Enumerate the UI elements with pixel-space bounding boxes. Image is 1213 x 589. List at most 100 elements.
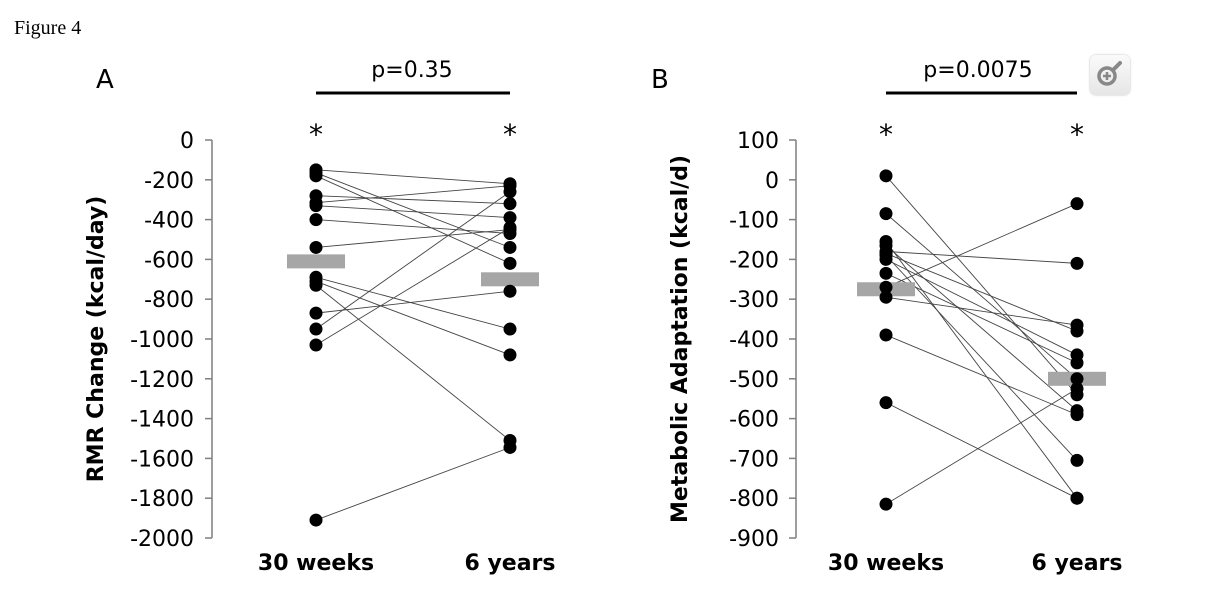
panel-a-pair-line <box>315 229 511 248</box>
panel-b-point-30-weeks <box>879 290 893 304</box>
panel-b-point-30-weeks <box>879 328 893 342</box>
panel-a-point-6-years <box>503 221 517 235</box>
panel-a-letter: A <box>96 65 114 95</box>
zoom-in-button[interactable] <box>1090 55 1130 95</box>
panel-b-pair-line <box>885 175 1078 396</box>
panel-a-p-value: p=0.35 <box>371 58 452 83</box>
panel-b-pair-line <box>885 255 1078 461</box>
panel-a-x-category-label: 6 years <box>464 551 555 576</box>
panel-a-point-6-years <box>503 348 517 362</box>
panel-a-y-tick-label: 0 <box>180 129 194 154</box>
panel-a-pair-line <box>315 219 511 234</box>
panel-b-pair-line <box>885 388 1078 505</box>
panel-a-point-6-years <box>503 256 517 270</box>
panel-a-y-tick-label: -1800 <box>130 487 194 512</box>
panel-b-y-tick-label: -900 <box>729 527 779 552</box>
panel-a-y-tick-label: -600 <box>144 248 194 273</box>
panel-a-point-6-years <box>503 211 517 225</box>
panel-b-y-tick-label: 100 <box>737 129 779 154</box>
panel-b-pair-line <box>885 203 1078 288</box>
panel-a-significance-star: * <box>503 118 517 151</box>
panel-a-pair-line <box>315 280 511 356</box>
panel-a-y-tick-label: -1600 <box>130 447 194 472</box>
panel-b-point-6-years <box>1070 453 1084 467</box>
panel-b-pair-line <box>885 272 1078 364</box>
panel-b-point-6-years <box>1070 372 1084 386</box>
panel-b-point-30-weeks <box>879 252 893 266</box>
panel-b-pair-line <box>885 258 1078 356</box>
panel-b-point-6-years <box>1070 408 1084 422</box>
figure-label: Figure 4 <box>14 17 82 39</box>
panel-b-point-6-years <box>1070 356 1084 370</box>
panel-a-point-30-weeks <box>309 278 323 292</box>
panel-b-pair-line <box>885 296 1078 326</box>
panel-a-point-6-years <box>503 185 517 199</box>
panel-b-x-category-label: 30 weeks <box>828 551 944 576</box>
panel-a-y-axis-label: RMR Change (kcal/day) <box>84 196 109 483</box>
panel-a-point-30-weeks <box>309 338 323 352</box>
zoom-in-icon <box>1097 61 1122 86</box>
panel-b-point-30-weeks <box>879 396 893 410</box>
panel-b-point-6-years <box>1070 197 1084 211</box>
panel-a-point-6-years <box>503 284 517 298</box>
panel-a-y-tick-label: -400 <box>144 209 194 234</box>
panel-a-y-tick-label: -800 <box>144 288 194 313</box>
panel-a-point-30-weeks <box>309 322 323 336</box>
panel-b-pair-line <box>885 250 1078 264</box>
panel-b-significance-star: * <box>1070 118 1084 151</box>
panel-b-x-category-label: 6 years <box>1031 551 1122 576</box>
panel-a-pair-line <box>315 227 511 346</box>
panel-a-point-30-weeks <box>309 213 323 227</box>
panel-b-pair-line <box>885 245 1078 411</box>
panel-b-point-30-weeks <box>879 169 893 183</box>
panel-b-significance-star: * <box>879 118 893 151</box>
panel-b-point-30-weeks <box>879 266 893 280</box>
panel-b-y-tick-label: -500 <box>729 368 779 393</box>
panel-a-y-tick-label: -1400 <box>130 408 194 433</box>
panel-a-pair-line <box>315 169 511 185</box>
panel-b-pair-line <box>885 213 1078 380</box>
panel-b-point-30-weeks <box>879 497 893 511</box>
panel-a-mean-bar <box>287 254 345 269</box>
panel-b-point-6-years <box>1070 318 1084 332</box>
panel-a-mean-bar <box>481 272 539 287</box>
panel-a-point-30-weeks <box>309 513 323 527</box>
panel-b-y-tick-label: -300 <box>729 288 779 313</box>
panel-a-y-tick-label: -1000 <box>130 328 194 353</box>
panel-a-point-30-weeks <box>309 169 323 183</box>
panel-a-pair-line <box>315 172 511 248</box>
panel-b-y-tick-label: -600 <box>729 408 779 433</box>
panel-b-pair-line <box>885 253 1078 332</box>
panel-a-pair-line <box>315 205 511 219</box>
panel-b-y-tick-label: -800 <box>729 487 779 512</box>
panel-a-point-6-years <box>503 197 517 211</box>
panel-a-pair-line <box>315 175 511 264</box>
panel-a-y-tick-label: -2000 <box>130 527 194 552</box>
panel-b-y-tick-label: -400 <box>729 328 779 353</box>
panel-b-y-tick-label: 0 <box>765 169 779 194</box>
panel-a-x-category-label: 30 weeks <box>258 551 374 576</box>
panel-a-pair-line <box>315 185 511 204</box>
panel-b-p-value: p=0.0075 <box>923 58 1032 83</box>
panel-b-pair-line <box>885 241 1078 499</box>
panel-a-point-6-years <box>503 240 517 254</box>
panel-a-point-6-years <box>503 440 517 454</box>
panel-a-pair-line <box>315 195 511 205</box>
panel-a-y-tick-label: -200 <box>144 169 194 194</box>
panel-b-pair-line <box>885 334 1078 416</box>
panel-a-pair-line <box>315 290 511 314</box>
panel-a-point-30-weeks <box>309 240 323 254</box>
panel-b-point-6-years <box>1070 491 1084 505</box>
panel-b-pair-line <box>885 402 1078 499</box>
panel-a-point-6-years <box>503 322 517 336</box>
panel-b-y-tick-label: -200 <box>729 248 779 273</box>
panel-a-pair-line <box>315 284 511 441</box>
panel-b-y-tick-label: -700 <box>729 447 779 472</box>
panel-a-significance-star: * <box>309 118 323 151</box>
panel-b-point-6-years <box>1070 256 1084 270</box>
panel-a-point-30-weeks <box>309 306 323 320</box>
panel-b-point-30-weeks <box>879 280 893 294</box>
panel-b-point-30-weeks <box>879 207 893 221</box>
panel-a-pair-line <box>315 447 511 521</box>
